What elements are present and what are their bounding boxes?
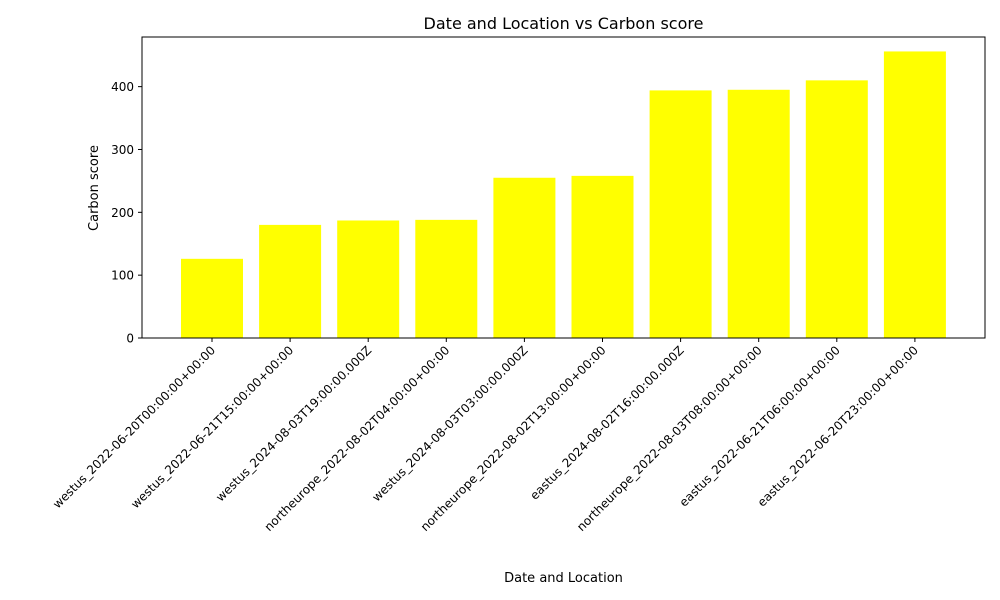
y-tick-label-3: 300: [111, 143, 134, 157]
x-axis-label: Date and Location: [504, 571, 623, 586]
bar-2: [337, 220, 400, 338]
bars-group: [181, 51, 946, 339]
bar-1: [259, 224, 322, 338]
y-tick-label-4: 400: [111, 80, 134, 94]
x-tick-label-1: westus_2022-06-21T15:00:00+00:00: [128, 343, 296, 511]
x-tick-label-6: eastus_2024-08-02T16:00:00.000Z: [527, 343, 686, 502]
plot-frame: [141, 36, 986, 339]
x-tick-label-9: eastus_2022-06-20T23:00:00+00:00: [755, 343, 921, 509]
bar-5: [571, 175, 634, 338]
bar-4: [493, 177, 556, 338]
y-ticks-group: 0 100 200 300 400: [111, 80, 142, 346]
x-tick-label-5: northeurope_2022-08-02T13:00:00+00:00: [418, 343, 609, 534]
bar-9: [883, 51, 946, 338]
bar-7: [727, 89, 790, 338]
bar-0: [181, 258, 243, 338]
x-tick-label-3: northeurope_2022-08-02T04:00:00+00:00: [262, 343, 453, 534]
y-tick-label-2: 200: [111, 206, 134, 220]
x-tick-label-7: northeurope_2022-08-03T08:00:00+00:00: [574, 343, 765, 534]
x-ticks-group: westus_2022-06-20T00:00:00+00:00westus_2…: [50, 338, 921, 534]
bar-3: [415, 219, 478, 338]
x-tick-label-2: westus_2024-08-03T19:00:00.000Z: [213, 343, 374, 504]
y-tick-label-1: 100: [111, 269, 134, 283]
chart-title: Date and Location vs Carbon score: [424, 14, 704, 33]
x-tick-label-8: eastus_2022-06-21T06:00:00+00:00: [677, 343, 843, 509]
bar-6: [649, 90, 712, 338]
bar-8: [805, 80, 868, 339]
y-tick-label-0: 0: [126, 332, 134, 346]
y-axis-label: Carbon score: [87, 145, 102, 231]
x-tick-label-0: westus_2022-06-20T00:00:00+00:00: [50, 343, 218, 511]
x-tick-label-4: westus_2024-08-03T03:00:00.000Z: [369, 343, 530, 504]
